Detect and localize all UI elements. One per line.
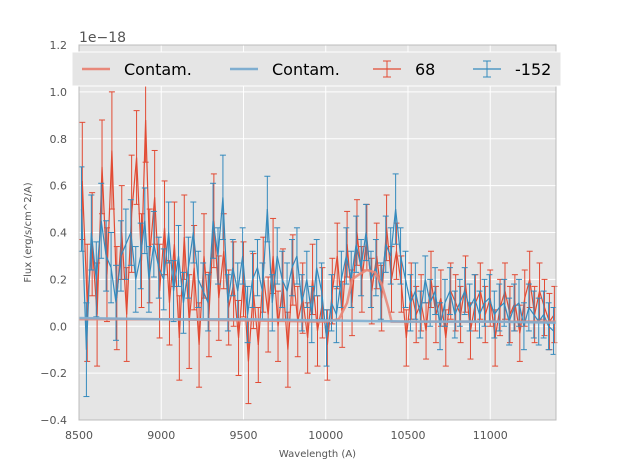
contam-series: [78, 316, 557, 324]
legend-label: -152: [515, 60, 551, 79]
x-tick-label: 10000: [308, 429, 343, 442]
legend-label: 68: [415, 60, 435, 79]
y-tick-label: 0.8: [50, 133, 68, 146]
legend-entry: Contam.: [230, 60, 340, 79]
y-tick-label: 0.0: [50, 320, 68, 333]
y-axis-label: Flux (erg/s/cm^2/A): [23, 182, 34, 282]
legend-entry: Contam.: [82, 60, 192, 79]
series--152: [78, 154, 557, 398]
series-layer: [78, 77, 558, 405]
plot-border: [78, 44, 557, 421]
x-axis-label: Wavelength (A): [279, 449, 356, 460]
series-line--152: [80, 197, 554, 350]
contam-line: [78, 316, 557, 324]
legend-label: Contam.: [272, 60, 340, 79]
legend-entry: -152: [473, 60, 551, 79]
y-tick-label: −0.2: [40, 367, 67, 380]
x-tick-label: 8500: [65, 429, 93, 442]
ticks: 8500 9000 9500 10000 10500 11000 −0.4 −0.2 0.0 0.…: [40, 39, 507, 442]
y-tick-label: 1.0: [50, 86, 68, 99]
x-tick-label: 9000: [147, 429, 175, 442]
legend: Contam. Contam. 68 -152: [71, 51, 562, 87]
legend-entry: 68: [373, 60, 435, 79]
y-tick-label: 1.2: [50, 39, 68, 52]
y-tick-label: −0.4: [40, 414, 67, 427]
y-offset-label: 1e−18: [79, 30, 126, 46]
y-tick-label: 0.4: [50, 227, 68, 240]
legend-label: Contam.: [124, 60, 192, 79]
x-tick-label: 9500: [229, 429, 257, 442]
y-tick-label: 0.2: [50, 273, 68, 286]
x-tick-label: 11000: [473, 429, 508, 442]
y-tick-label: 0.6: [50, 180, 68, 193]
x-tick-label: 10500: [390, 429, 425, 442]
